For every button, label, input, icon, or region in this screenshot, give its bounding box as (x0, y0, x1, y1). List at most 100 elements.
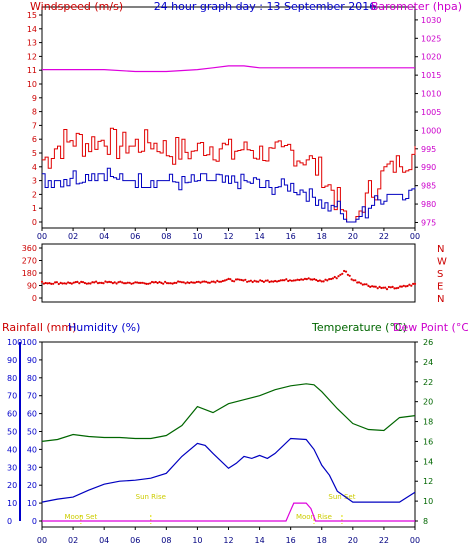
wind-right-tick-label: 990 (421, 163, 436, 172)
temperature-tick-label: 12 (423, 477, 433, 486)
direction-point (363, 283, 366, 286)
wind-left-tick-label: 10 (27, 80, 37, 89)
direction-point (74, 281, 77, 284)
direction-point (52, 282, 55, 285)
rainfall-tick-label: 70 (7, 392, 17, 401)
rainfall-tick-label: 10 (7, 499, 17, 508)
direction-point (106, 281, 109, 284)
direction-point (167, 282, 170, 285)
wind-x-tick-label: 00 (37, 232, 47, 241)
wind-x-ticks: 00 02 04 06 08 10 12 14 16 18 20 22 00 (37, 228, 420, 241)
rainfall-tick-label: 30 (7, 463, 17, 472)
direction-point (253, 279, 256, 282)
direction-point (333, 275, 336, 279)
direction-point (302, 278, 305, 281)
direction-compass-label: N (437, 294, 444, 305)
direction-point (262, 280, 265, 283)
humidity-tick-label: 100 (22, 338, 37, 347)
direction-point (121, 281, 124, 284)
direction-plot-frame (41, 243, 416, 303)
direction-point (242, 279, 245, 282)
wind-left-tick-label: 15 (27, 11, 37, 20)
wind-x-tick-label: 14 (254, 232, 264, 241)
direction-point (134, 281, 137, 284)
direction-point (139, 281, 142, 284)
direction-point (180, 281, 183, 284)
direction-point (277, 279, 280, 283)
direction-point (270, 280, 273, 283)
direction-point (382, 286, 385, 289)
direction-point (361, 283, 364, 286)
direction-point (177, 280, 180, 283)
direction-point (173, 281, 176, 284)
wind-x-tick-label: 20 (348, 232, 358, 241)
direction-point (393, 287, 396, 290)
direction-point (397, 286, 400, 289)
direction-point (108, 280, 111, 283)
humidity-tick-label: 20 (27, 481, 37, 490)
wind-x-tick-label: 00 (410, 232, 420, 241)
direction-point (70, 282, 73, 285)
direction-point (296, 278, 299, 281)
direction-point (395, 287, 398, 290)
direction-point (210, 280, 213, 283)
humidity-tick-label: 10 (27, 499, 37, 508)
humidity-tick-label: 50 (27, 428, 37, 437)
wind-right-tick-label: 1020 (421, 53, 441, 62)
direction-point (320, 280, 323, 283)
direction-point (102, 282, 105, 285)
direction-point (126, 281, 129, 284)
wind-right-tick-label: 975 (421, 218, 436, 227)
temperature-tick-label: 10 (423, 497, 433, 506)
direction-point (193, 281, 196, 284)
wind-left-tick-label: 3 (32, 177, 37, 186)
direction-point (290, 279, 293, 282)
direction-point (109, 281, 113, 284)
wind-left-tick-label: 7 (32, 121, 37, 130)
direction-point (369, 285, 372, 288)
wind-series (42, 65, 416, 223)
direction-point (182, 281, 185, 284)
direction-point (164, 280, 167, 283)
direction-point (162, 282, 165, 285)
direction-point (412, 282, 415, 285)
direction-point (98, 281, 101, 284)
direction-point (279, 279, 282, 282)
direction-point (205, 280, 208, 283)
wind-x-tick-label: 10 (192, 232, 202, 241)
direction-point (264, 279, 267, 282)
direction-point (206, 281, 210, 284)
direction-point (223, 279, 226, 282)
wind-right-tick-label: 1000 (421, 126, 441, 135)
wind-left-tick-label: 14 (27, 25, 37, 34)
direction-point (352, 279, 355, 282)
temp-x-tick-label: 00 (37, 536, 47, 545)
direction-point (399, 285, 402, 288)
wind-left-tick-label: 11 (27, 66, 37, 75)
direction-point (165, 282, 169, 285)
direction-point (50, 282, 53, 285)
direction-point (132, 282, 135, 285)
direction-point (311, 278, 314, 281)
direction-point (283, 279, 286, 282)
direction-point (357, 281, 361, 284)
direction-point (330, 277, 333, 281)
direction-point (372, 285, 376, 288)
direction-point (387, 285, 390, 289)
direction-point (169, 282, 172, 285)
direction-point (380, 286, 383, 290)
direction-point (324, 278, 327, 281)
direction-point (171, 282, 174, 285)
direction-point (61, 282, 64, 285)
wind-right-axis-label: Barometer (hpa) (371, 0, 462, 13)
direction-point (318, 279, 321, 282)
wind-x-tick-label: 04 (99, 232, 109, 241)
wind-pressure-panel: Windspeed (m/s) 24 hour graph day : 13 S… (27, 0, 462, 241)
direction-point (378, 285, 381, 288)
direction-point (288, 279, 292, 282)
wind-left-tick-label: 8 (32, 108, 37, 117)
direction-left-tick-label: 180 (22, 269, 37, 278)
direction-point (294, 279, 297, 282)
direction-point (328, 278, 331, 281)
direction-point (268, 280, 271, 284)
